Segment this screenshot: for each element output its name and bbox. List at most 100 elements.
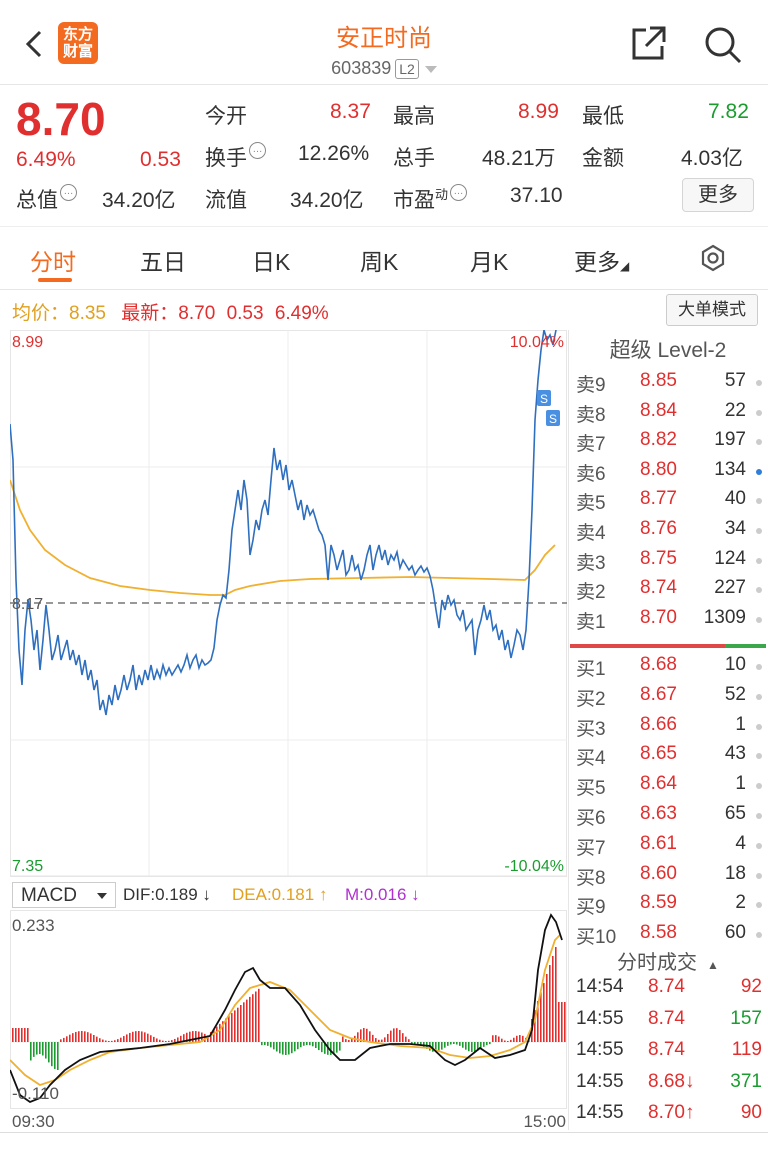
macd-chart[interactable]: 0.233 -0.110 09:30 15:00 [10, 910, 568, 1132]
macd-y-top-label: 0.233 [12, 916, 55, 935]
macd-bar [189, 1031, 191, 1042]
macd-bar [279, 1042, 281, 1054]
bid-row[interactable]: 买5 8.64 1 [576, 773, 766, 802]
ask-volume: 124 [714, 547, 746, 569]
settings-gear-icon[interactable] [698, 243, 728, 273]
float-cap-label: 流值 [205, 189, 247, 212]
trade-row: 14:54 8.74 92 [576, 976, 762, 1007]
big-order-mode-button[interactable]: 大单模式 [666, 294, 758, 326]
macd-bar [402, 1033, 404, 1042]
macd-bar [33, 1042, 35, 1057]
bid-row[interactable]: 买10 8.58 60 [576, 922, 766, 951]
macd-bar [78, 1031, 80, 1042]
amount-value: 4.03亿 [681, 147, 743, 170]
ask-level-label: 卖6 [576, 463, 606, 485]
macd-bar [270, 1042, 272, 1048]
tab-weekly-k[interactable]: 周K [360, 249, 399, 275]
macd-bar [186, 1032, 188, 1042]
ask-row[interactable]: 卖8 8.84 22 [576, 400, 766, 429]
bid-row[interactable]: 买9 8.59 2 [576, 892, 766, 921]
y-axis-top-label: 8.99 [12, 334, 43, 351]
tab-more[interactable]: 更多◢ [574, 249, 630, 275]
bid-row[interactable]: 买1 8.68 10 [576, 654, 766, 683]
trades-title[interactable]: 分时成交 ▲ [617, 952, 719, 974]
macd-bar [405, 1036, 407, 1042]
macd-bar [432, 1042, 434, 1052]
macd-bar [498, 1036, 500, 1042]
macd-bar [249, 996, 251, 1042]
ask-level-label: 卖2 [576, 582, 606, 604]
ask-level-label: 卖3 [576, 552, 606, 574]
macd-bar [501, 1038, 503, 1042]
macd-bar [132, 1031, 134, 1042]
macd-bar [57, 1042, 59, 1070]
row-dot-icon [756, 380, 762, 386]
bid-row[interactable]: 买6 8.63 65 [576, 803, 766, 832]
info-icon[interactable]: … [249, 142, 266, 159]
macd-dif: DIF:0.189 ↓ [123, 885, 211, 904]
macd-bar [264, 1042, 266, 1046]
dif-line [10, 913, 563, 1104]
ask-row[interactable]: 卖4 8.76 34 [576, 518, 766, 547]
tab-daily-k[interactable]: 日K [252, 249, 291, 275]
order-book-title[interactable]: 超级 Level-2 [609, 339, 727, 362]
tab-five-day[interactable]: 五日 [140, 249, 186, 275]
bid-price: 8.68 [640, 654, 677, 675]
macd-bar [96, 1036, 98, 1042]
info-icon[interactable]: … [60, 184, 77, 201]
bid-row[interactable]: 买2 8.67 52 [576, 684, 766, 713]
tab-monthly-k[interactable]: 月K [470, 249, 509, 275]
macd-bar [363, 1028, 365, 1042]
ask-row[interactable]: 卖9 8.85 57 [576, 370, 766, 399]
macd-bar [465, 1042, 467, 1050]
macd-bar [483, 1042, 485, 1047]
trade-volume: 119 [731, 1039, 762, 1060]
macd-bar [306, 1042, 308, 1046]
indicator-select[interactable]: MACD [12, 882, 116, 908]
stock-code-row[interactable]: 603839 L2 [0, 58, 768, 79]
bid-price: 8.65 [640, 743, 677, 765]
bid-row[interactable]: 买7 8.61 4 [576, 833, 766, 862]
price-summary: 均价：8.35 最新：8.70 0.53 6.49% [12, 303, 329, 324]
macd-bar [150, 1035, 152, 1042]
search-icon[interactable] [702, 24, 744, 66]
ask-row[interactable]: 卖7 8.82 197 [576, 429, 766, 458]
turnover-label: 换手… [205, 142, 266, 172]
macd-dea: DEA:0.181 ↑ [232, 885, 328, 904]
bid-row[interactable]: 买4 8.65 43 [576, 743, 766, 772]
info-icon[interactable]: … [450, 184, 468, 201]
macd-bar [39, 1042, 41, 1055]
macd-bar [564, 1002, 566, 1042]
ask-row[interactable]: 卖6 8.80 134 [576, 459, 766, 488]
ask-row[interactable]: 卖3 8.75 124 [576, 548, 766, 577]
macd-bar [351, 1038, 353, 1042]
current-price: 8.70 [16, 93, 106, 145]
macd-bar [141, 1031, 143, 1042]
tab-intraday[interactable]: 分时 [30, 249, 76, 275]
share-icon[interactable] [628, 24, 668, 64]
bid-row[interactable]: 买8 8.60 18 [576, 863, 766, 892]
macd-bar [18, 1028, 20, 1042]
svg-text:S: S [549, 412, 557, 426]
bid-row[interactable]: 买3 8.66 1 [576, 714, 766, 743]
open-label: 今开 [205, 105, 247, 128]
macd-bar [81, 1031, 83, 1042]
macd-bar [399, 1029, 401, 1042]
macd-bar [192, 1031, 194, 1042]
pct-axis-bottom-label: -10.04% [504, 858, 564, 875]
macd-bar [423, 1042, 425, 1047]
intraday-chart[interactable]: S S 8.99 8.17 7.35 10.04% -10.04% [10, 330, 568, 878]
ask-row[interactable]: 卖1 8.70 1309 [576, 607, 766, 636]
more-button[interactable]: 更多 [682, 178, 754, 212]
back-arrow-icon[interactable] [22, 26, 50, 62]
bottom-bar [0, 1132, 768, 1149]
macd-bar [561, 1002, 563, 1042]
top-nav-bar [0, 0, 768, 85]
low-label: 最低 [582, 105, 624, 128]
macd-y-bottom-label: -0.110 [12, 1084, 59, 1103]
macd-bar [102, 1039, 104, 1042]
ask-row[interactable]: 卖5 8.77 40 [576, 488, 766, 517]
ask-row[interactable]: 卖2 8.74 227 [576, 577, 766, 606]
macd-bar [114, 1040, 116, 1042]
macd-bar [108, 1040, 110, 1042]
